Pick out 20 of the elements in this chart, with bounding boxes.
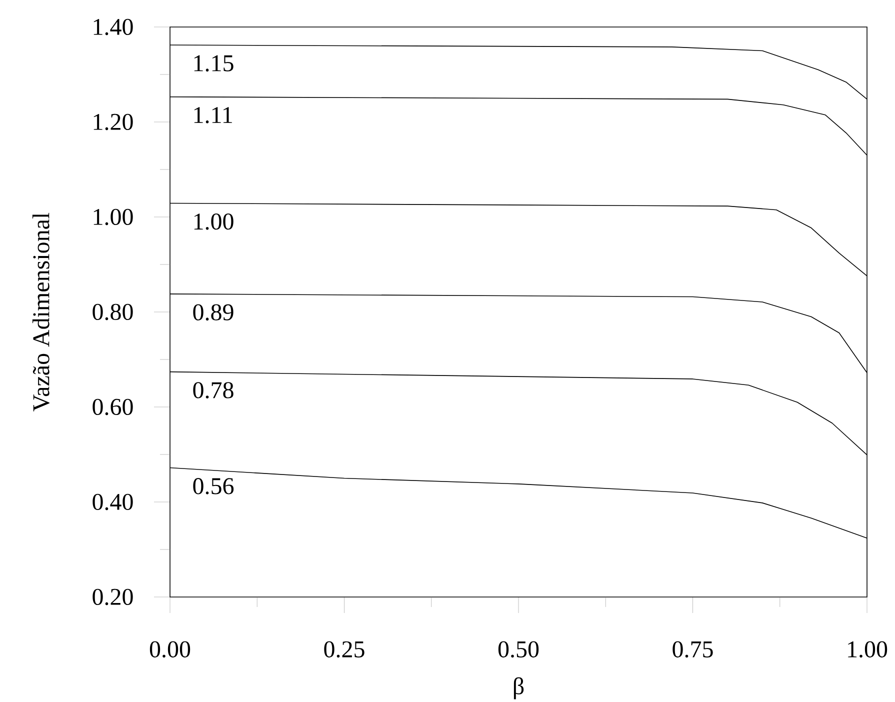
- series-label: 1.15: [194, 55, 234, 72]
- y-tick-label: 1.40: [94, 18, 133, 36]
- y-tick-label: 1.00: [94, 208, 133, 226]
- series-label: 0.78: [193, 382, 234, 398]
- series-label: 0.56: [193, 478, 234, 494]
- y-tick-label: 0.60: [92, 398, 133, 416]
- x-tick-label: 0.25: [324, 641, 364, 658]
- x-axis-title: β: [514, 677, 524, 700]
- x-tick-label: 0.75: [672, 641, 713, 658]
- y-tick-label: 0.20: [92, 588, 133, 606]
- series-label: 1.11: [194, 107, 232, 124]
- y-axis-title: Vazão Adimensional: [32, 212, 50, 412]
- x-tick-label: 0.00: [150, 641, 190, 658]
- x-tick-label: 1.00: [848, 641, 888, 658]
- x-tick-label: 0.50: [498, 641, 539, 658]
- series-label: 1.00: [194, 213, 234, 230]
- series-label: 0.89: [193, 304, 234, 320]
- y-tick-label: 0.40: [92, 494, 133, 510]
- y-tick-label: 0.80: [92, 304, 133, 320]
- y-tick-label: 1.20: [94, 114, 133, 130]
